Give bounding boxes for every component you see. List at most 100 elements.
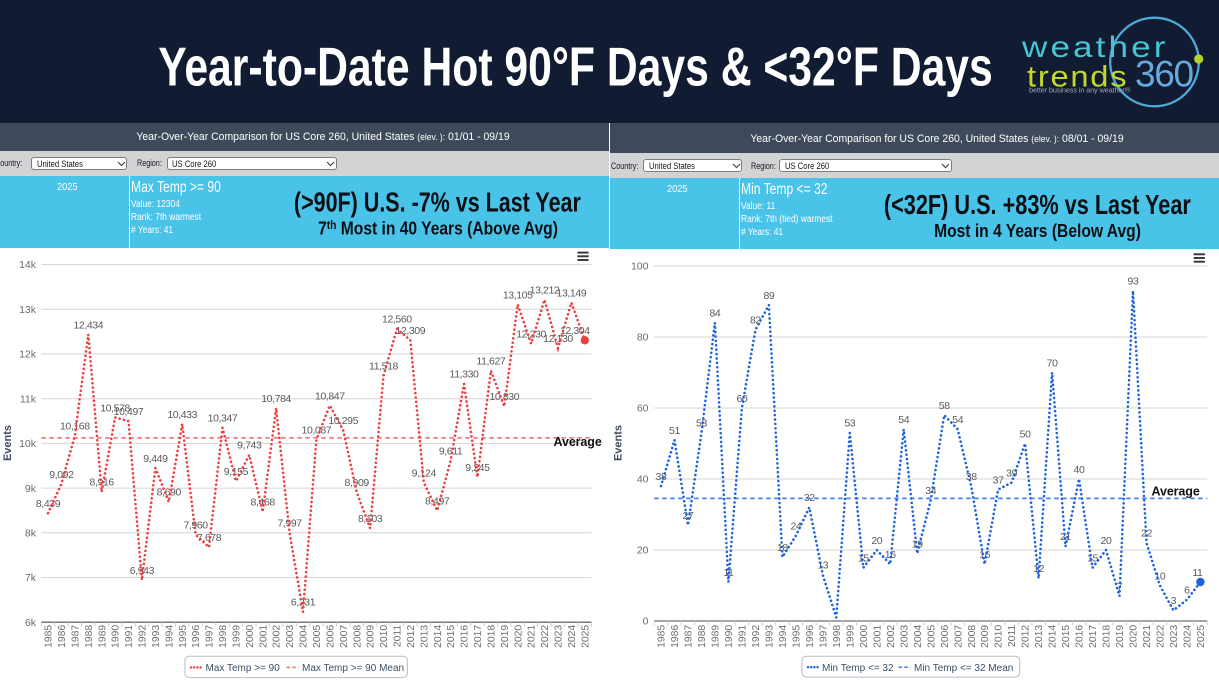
svg-text:10,578: 10,578 [100, 402, 130, 414]
svg-text:1999: 1999 [845, 625, 856, 648]
svg-text:2023: 2023 [1169, 625, 1180, 648]
svg-text:2004: 2004 [913, 625, 924, 648]
svg-text:10,847: 10,847 [315, 390, 345, 402]
svg-text:2002: 2002 [886, 625, 897, 648]
svg-text:2020: 2020 [1129, 625, 1140, 648]
svg-text:2017: 2017 [1088, 625, 1099, 648]
svg-text:2025: 2025 [580, 625, 591, 648]
svg-text:Year-to-Date Hot 90°F Days & <: Year-to-Date Hot 90°F Days & <32°F Days [158, 36, 993, 97]
svg-text:2024: 2024 [567, 625, 578, 648]
svg-text:1994: 1994 [164, 625, 175, 648]
svg-text:2001: 2001 [872, 625, 883, 648]
svg-text:10,347: 10,347 [208, 413, 238, 425]
svg-text:38: 38 [656, 471, 667, 483]
svg-text:Min Temp <= 32: Min Temp <= 32 [822, 663, 894, 674]
svg-text:10,784: 10,784 [261, 393, 291, 405]
svg-text:51: 51 [669, 425, 680, 437]
svg-text:84: 84 [709, 308, 720, 320]
svg-text:2025: 2025 [1196, 625, 1207, 648]
svg-text:2009: 2009 [980, 625, 991, 648]
svg-text:12,560: 12,560 [382, 314, 412, 326]
svg-text:2009: 2009 [366, 625, 377, 648]
svg-text:1990: 1990 [724, 625, 735, 648]
svg-text:2005: 2005 [312, 625, 323, 648]
svg-text:9,245: 9,245 [465, 462, 490, 474]
svg-text:3: 3 [1171, 595, 1177, 607]
svg-text:2013: 2013 [1034, 625, 1045, 648]
svg-text:8,690: 8,690 [157, 487, 182, 499]
svg-text:2023: 2023 [554, 625, 565, 648]
svg-text:37: 37 [993, 474, 1004, 486]
svg-text:2016: 2016 [1075, 625, 1086, 648]
svg-text:0: 0 [643, 616, 649, 628]
svg-text:40: 40 [637, 474, 649, 486]
svg-text:9,124: 9,124 [412, 467, 437, 479]
svg-text:2006: 2006 [325, 625, 336, 648]
svg-text:10,497: 10,497 [114, 406, 144, 418]
svg-text:24: 24 [790, 521, 801, 533]
svg-text:70: 70 [1047, 357, 1058, 369]
svg-text:better business in any weather: better business in any weather® [1029, 86, 1131, 95]
svg-text:16: 16 [979, 549, 990, 561]
svg-text:2019: 2019 [500, 625, 511, 648]
svg-text:2022: 2022 [540, 625, 551, 648]
svg-text:2015: 2015 [446, 625, 457, 648]
svg-text:1997: 1997 [818, 625, 829, 648]
svg-text:8,497: 8,497 [425, 495, 450, 507]
svg-text:7,997: 7,997 [277, 518, 302, 530]
svg-text:1989: 1989 [711, 625, 722, 648]
svg-text:38: 38 [966, 471, 977, 483]
svg-text:1995: 1995 [792, 625, 803, 648]
svg-text:100: 100 [631, 261, 649, 273]
svg-text:Events: Events [613, 425, 625, 461]
svg-text:Min Temp <= 32 Mean: Min Temp <= 32 Mean [914, 663, 1013, 674]
svg-text:Average: Average [554, 435, 602, 449]
svg-text:11,330: 11,330 [450, 369, 479, 381]
svg-text:Max Temp >= 90: Max Temp >= 90 [206, 663, 281, 674]
svg-text:Most in 4 Years (Below Avg): Most in 4 Years (Below Avg) [934, 221, 1141, 242]
svg-text:11: 11 [1192, 567, 1203, 579]
svg-text:2018: 2018 [1102, 625, 1113, 648]
svg-text:15: 15 [1087, 553, 1098, 565]
svg-text:40: 40 [1074, 464, 1085, 476]
svg-text:19: 19 [912, 538, 923, 550]
svg-text:1996: 1996 [191, 625, 202, 648]
svg-text:1994: 1994 [778, 625, 789, 648]
svg-text:9,092: 9,092 [49, 469, 74, 481]
svg-text:11,518: 11,518 [369, 360, 398, 372]
svg-text:1990: 1990 [111, 625, 122, 648]
svg-text:13,105: 13,105 [503, 289, 533, 301]
svg-text:54: 54 [898, 414, 909, 426]
svg-text:13: 13 [817, 560, 828, 572]
svg-text:2020: 2020 [513, 625, 524, 648]
svg-text:1986: 1986 [670, 625, 681, 648]
svg-text:80: 80 [637, 332, 649, 344]
svg-text:Events: Events [2, 425, 14, 461]
svg-text:6: 6 [1184, 585, 1190, 597]
svg-text:60: 60 [736, 393, 747, 405]
svg-text:7,960: 7,960 [183, 519, 208, 531]
svg-text:2012: 2012 [1021, 625, 1032, 648]
svg-text:39: 39 [1006, 467, 1017, 479]
svg-text:1991: 1991 [124, 625, 135, 648]
svg-text:20: 20 [871, 535, 882, 547]
svg-text:10,830: 10,830 [489, 391, 519, 403]
svg-text:1998: 1998 [218, 625, 229, 648]
svg-text:21: 21 [1060, 531, 1071, 543]
svg-text:7th Most in 40 Years (Above Av: 7th Most in 40 Years (Above Avg) [318, 218, 558, 239]
svg-text:12,304: 12,304 [560, 325, 590, 337]
svg-text:53: 53 [844, 418, 855, 430]
svg-text:6,943: 6,943 [130, 565, 155, 577]
svg-text:1992: 1992 [751, 625, 762, 648]
svg-text:2007: 2007 [339, 625, 350, 648]
svg-text:7k: 7k [25, 572, 37, 584]
svg-text:1989: 1989 [97, 625, 108, 648]
svg-text:2000: 2000 [245, 625, 256, 648]
svg-text:93: 93 [1128, 276, 1139, 288]
svg-text:12: 12 [1033, 563, 1044, 575]
svg-text:2002: 2002 [272, 625, 283, 648]
svg-text:1995: 1995 [178, 625, 189, 648]
svg-text:10,087: 10,087 [302, 424, 332, 436]
svg-text:27: 27 [683, 510, 694, 522]
svg-text:1985: 1985 [44, 625, 55, 648]
